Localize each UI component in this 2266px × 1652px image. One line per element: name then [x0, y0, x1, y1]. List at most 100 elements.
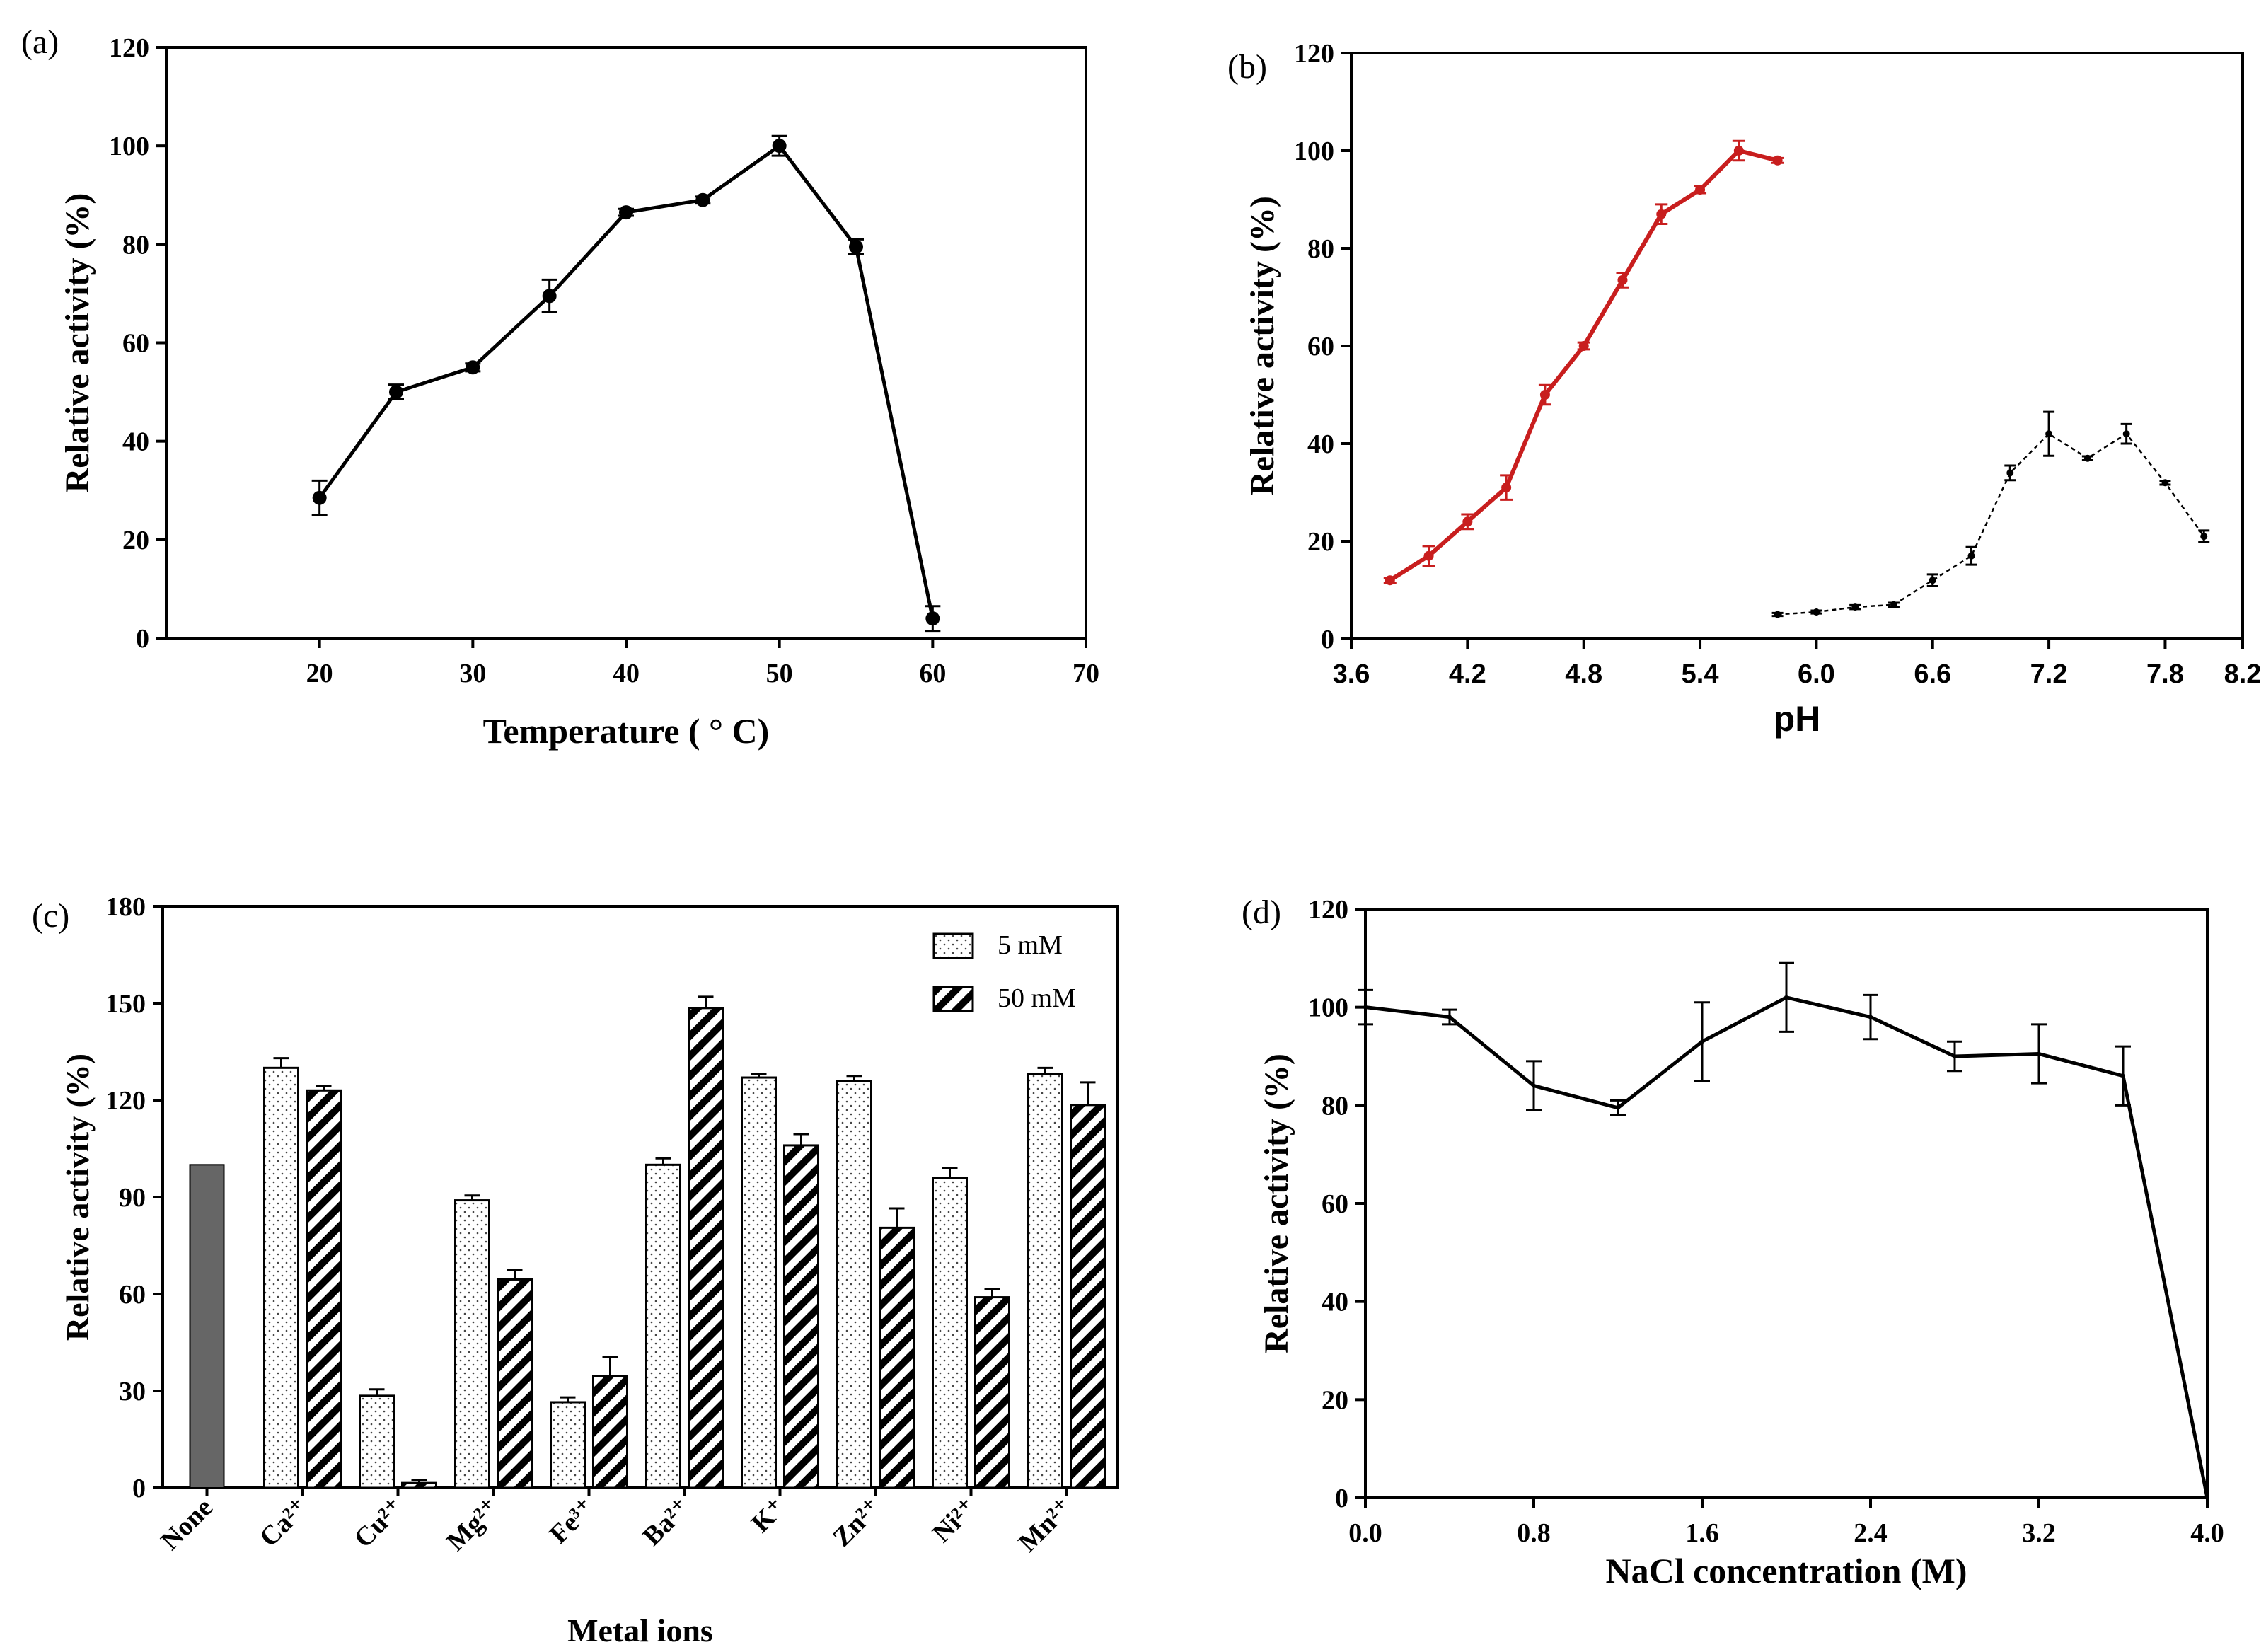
- legend-swatch-5mm: [932, 932, 974, 959]
- data-point: [1656, 209, 1667, 219]
- data-point: [1616, 1105, 1620, 1110]
- bar-50mm: [1070, 1104, 1106, 1489]
- bar-5mm: [645, 1163, 681, 1489]
- bar-5mm: [741, 1076, 777, 1489]
- bar-50mm: [974, 1296, 1010, 1489]
- data-point: [2045, 430, 2053, 438]
- x-tick-label: 70: [1073, 659, 1099, 688]
- panel-label: (c): [32, 897, 69, 935]
- bar-5mm: [932, 1177, 968, 1489]
- y-tick-label: 80: [1322, 1091, 1348, 1121]
- y-tick-label: 60: [1322, 1189, 1348, 1219]
- y-axis-label: Relative activity (%): [59, 193, 96, 493]
- data-point: [2122, 430, 2130, 438]
- x-tick-label: 30: [459, 659, 486, 688]
- bar-50mm: [306, 1089, 342, 1489]
- x-tick-label: 60: [919, 659, 946, 688]
- x-tick-label: 0.0: [1348, 1518, 1382, 1548]
- data-point: [1967, 552, 1975, 560]
- series-line: [1365, 995, 2209, 1498]
- category-label: Ca²⁺: [254, 1493, 314, 1553]
- bar-5mm: [1027, 1073, 1063, 1489]
- data-point: [1868, 1015, 1873, 1019]
- data-point: [1784, 995, 1788, 1000]
- y-tick-label: 100: [1294, 137, 1334, 166]
- panel-label: (b): [1227, 48, 1267, 86]
- y-tick-label: 40: [1322, 1288, 1348, 1317]
- x-tick-label: 2.4: [1854, 1518, 1888, 1548]
- x-tick-label: 0.8: [1517, 1518, 1551, 1548]
- data-point: [1617, 275, 1628, 285]
- series-line: [1777, 432, 2205, 616]
- panel-d: 0 20 40 60 80 100 120 0.0 0.8 1.6 2.4 3.2 4.0 Relativ…: [1242, 894, 2224, 1590]
- bar-50mm: [401, 1481, 437, 1489]
- x-tick-label: 4.2: [1449, 659, 1486, 689]
- category-label: Mg²⁺: [441, 1493, 505, 1557]
- y-tick-label: 120: [1308, 895, 1348, 925]
- data-point: [2006, 469, 2014, 477]
- y-tick-label: 40: [122, 427, 149, 457]
- x-tick-label: 8.2: [2224, 659, 2262, 689]
- series-line: [1389, 149, 1779, 582]
- x-axis-label: Temperature ( ° C): [483, 711, 770, 751]
- y-tick-label: 0: [1321, 625, 1334, 654]
- bar-50mm: [879, 1226, 915, 1489]
- bar-50mm: [688, 1007, 724, 1489]
- y-axis-label: Relative activity (%): [59, 1053, 96, 1341]
- category-label: None: [155, 1493, 218, 1556]
- x-axis-label: pH: [1774, 699, 1821, 739]
- bar-5mm: [263, 1066, 299, 1489]
- data-point: [2121, 1073, 2125, 1078]
- panel-a: 0 20 40 60 80 100 120 20 30 40 50 60 70 Relative acti…: [21, 23, 1099, 751]
- data-point: [1774, 611, 1781, 618]
- data-point: [1772, 155, 1783, 166]
- data-point: [2037, 1051, 2041, 1056]
- data-point: [1890, 601, 1897, 608]
- data-point: [1733, 146, 1744, 156]
- y-tick-label: 30: [119, 1377, 146, 1406]
- data-point: [1532, 1083, 1536, 1088]
- legend-label-50mm: 50 mM: [998, 983, 1076, 1013]
- panel-label: (d): [1242, 894, 1281, 931]
- y-tick-label: 0: [1335, 1484, 1348, 1513]
- y-tick-label: 20: [1307, 527, 1334, 557]
- data-point: [1385, 575, 1395, 586]
- y-tick-label: 180: [105, 892, 146, 922]
- data-point: [2083, 454, 2091, 462]
- category-label: Ba²⁺: [637, 1493, 696, 1552]
- bar-5mm: [454, 1199, 490, 1489]
- y-tick-label: 60: [119, 1280, 146, 1310]
- y-tick-label: 150: [105, 989, 146, 1019]
- data-point: [389, 385, 403, 400]
- x-tick-label: 5.4: [1682, 659, 1719, 689]
- bar-5mm: [836, 1080, 872, 1489]
- y-tick-label: 20: [1322, 1385, 1348, 1415]
- legend-swatch-50mm: [932, 986, 974, 1012]
- y-tick-label: 120: [1294, 39, 1334, 69]
- data-point: [1700, 1039, 1704, 1044]
- bar-5mm: [359, 1394, 395, 1489]
- panel-c: 0 30 60 90 120 150 180 Relative activity (%) Met…: [32, 892, 1119, 1648]
- x-axis-label: Metal ions: [567, 1612, 713, 1648]
- x-tick-label: 3.6: [1333, 659, 1370, 689]
- data-point: [1539, 390, 1550, 400]
- category-label: Mn²⁺: [1013, 1493, 1078, 1558]
- y-axis-label: Relative activity (%): [1258, 1053, 1295, 1353]
- legend: 5 mM 50 mM: [932, 930, 1076, 1013]
- x-tick-label: 6.6: [1914, 659, 1951, 689]
- category-label: Zn²⁺: [827, 1493, 887, 1553]
- data-point: [772, 139, 787, 154]
- y-tick-label: 120: [105, 1086, 146, 1116]
- data-point: [312, 490, 327, 505]
- x-tick-label: 40: [613, 659, 640, 688]
- data-point: [1501, 483, 1512, 493]
- data-point: [2161, 479, 2169, 487]
- data-point: [1813, 608, 1820, 616]
- bar-none: [189, 1164, 225, 1489]
- data-point: [2205, 1496, 2209, 1500]
- bar-50mm: [497, 1278, 533, 1489]
- data-point: [1695, 185, 1706, 195]
- data-point: [695, 192, 710, 207]
- x-axis-label: NaCl concentration (M): [1606, 1551, 1967, 1590]
